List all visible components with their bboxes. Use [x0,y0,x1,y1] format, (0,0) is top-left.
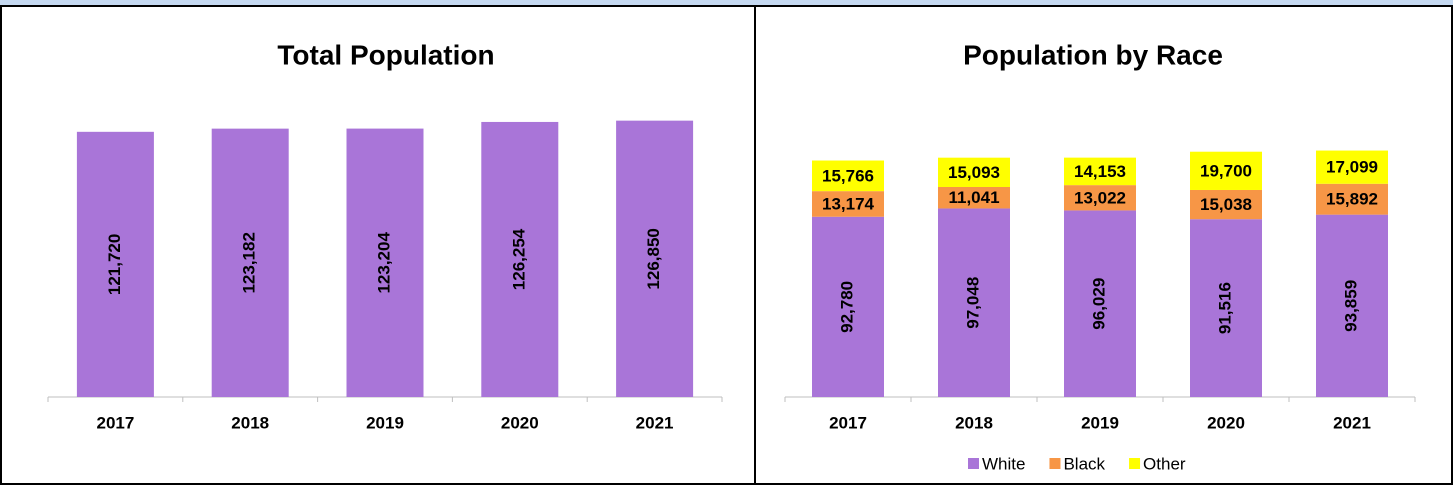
bar-segment [1190,219,1262,397]
data-label: 91,516 [1215,282,1234,334]
data-label: 126,254 [509,228,528,290]
data-label: 123,182 [240,232,259,293]
legend-swatch [1129,458,1141,469]
data-label: 121,720 [105,234,124,295]
bar-segment [1064,157,1136,186]
legend-swatch [968,458,979,469]
data-label: 93,859 [1341,280,1360,332]
data-label: 15,038 [1200,195,1252,214]
data-label: 19,700 [1200,161,1252,180]
bar-segment [1064,210,1136,397]
data-label: 13,174 [822,194,875,213]
chart-title: Population by Race [963,39,1223,70]
legend-swatch [1049,458,1061,469]
bar [211,128,289,397]
bar [481,121,559,397]
data-label: 17,099 [1326,158,1378,177]
data-label: 96,029 [1089,278,1108,330]
bar-segment [812,191,884,217]
bar-segment [812,160,884,192]
bar-segment [1316,150,1388,184]
bar [76,131,154,397]
bar-segment [1316,214,1388,397]
chart-title: Total Population [277,39,494,70]
data-label: 92,780 [837,281,856,333]
x-tick-label: 2021 [1333,413,1371,432]
bar-segment [1316,183,1388,215]
x-tick-label: 2018 [231,413,269,432]
data-label: 15,892 [1326,190,1378,209]
bar-segment [938,208,1010,397]
x-tick-label: 2017 [96,413,134,432]
data-label: 15,093 [948,163,1000,182]
bar-segment [938,186,1010,209]
data-label: 123,204 [374,232,393,294]
bar-segment [938,157,1010,187]
data-label: 13,022 [1074,188,1126,207]
data-label: 15,766 [822,166,874,185]
data-label: 126,850 [644,228,663,289]
legend-label: White [982,454,1025,473]
bar-segment [1064,185,1136,211]
bar-segment [1190,151,1262,190]
bar-segment [812,216,884,397]
x-tick-label: 2021 [636,413,674,432]
x-tick-label: 2019 [1081,413,1119,432]
data-label: 14,153 [1074,162,1126,181]
x-tick-label: 2020 [501,413,539,432]
data-label: 11,041 [948,188,999,207]
legend-label: Other [1143,454,1186,473]
top-strip [0,0,1453,6]
bar [346,128,424,397]
x-tick-label: 2019 [366,413,404,432]
x-tick-label: 2020 [1207,413,1245,432]
bar-segment [1190,189,1262,220]
frame [0,5,1453,485]
x-tick-label: 2018 [955,413,993,432]
legend-label: Black [1063,454,1105,473]
data-label: 97,048 [963,277,982,329]
bar [616,120,694,397]
x-tick-label: 2017 [829,413,867,432]
